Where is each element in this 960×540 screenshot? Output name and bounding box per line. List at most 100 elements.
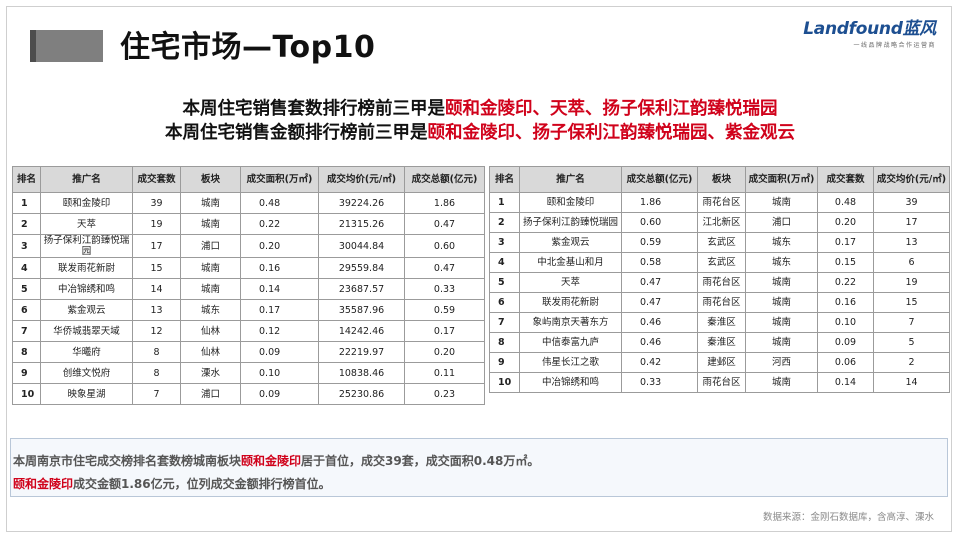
column-header: 成交面积(万㎡) (745, 166, 818, 193)
table-cell: 0.60 (621, 212, 698, 233)
table-cell: 城南 (745, 332, 818, 353)
summary-amount-suffix: 成交金额1.86亿元，位列成交金额排行榜首位。 (73, 477, 331, 491)
column-header: 成交套数 (132, 166, 181, 193)
table-cell: 1 (12, 192, 41, 214)
table-cell: 8 (12, 341, 41, 363)
table-cell: 城南 (745, 272, 818, 293)
table-row: 8 中信泰富九庐 0.46 秦淮区 城南 0.09 5 (489, 332, 950, 353)
table-cell: 0.09 (240, 383, 319, 405)
table-cell: 13 (132, 299, 181, 321)
table-cell: 8 (132, 362, 181, 384)
table-cell: 2 (873, 352, 950, 373)
table-row: 7 华侨城翡翠天域 12 仙林 0.12 14242.46 0.17 (12, 320, 485, 342)
table-row: 5 天萃 0.47 雨花台区 城南 0.22 19 (489, 272, 950, 293)
table-cell: 19 (132, 213, 181, 235)
table-cell: 0.47 (404, 257, 485, 279)
table-cell: 2 (12, 213, 41, 235)
table-cell: 0.17 (817, 232, 874, 253)
table-cell: 中冶锦绣和鸣 (519, 372, 622, 393)
table-row: 6 紫金观云 13 城东 0.17 35587.96 0.59 (12, 299, 485, 321)
table-cell: 创维文悦府 (40, 362, 133, 384)
table-cell: 城东 (745, 252, 818, 273)
column-header: 成交均价(元/㎡) (873, 166, 950, 193)
brand-name: Landfound蓝风 (803, 19, 936, 39)
table-cell: 溧水 (180, 362, 241, 384)
table-cell: 河西 (745, 352, 818, 373)
table-cell: 23687.57 (318, 278, 405, 300)
table-cell: 7 (132, 383, 181, 405)
table-cell: 17 (132, 234, 181, 258)
table-cell: 0.46 (621, 312, 698, 333)
table-cell: 4 (489, 252, 520, 273)
table-cell: 15 (873, 292, 950, 313)
summary-amount-project: 颐和金陵印 (13, 477, 74, 491)
table-cell: 30044.84 (318, 234, 405, 258)
column-header: 推广名 (40, 166, 133, 193)
table-cell: 0.20 (404, 341, 485, 363)
table-cell: 10 (12, 383, 41, 405)
table-cell: 0.42 (621, 352, 698, 373)
table-row: 1 颐和金陵印 39 城南 0.48 39224.26 1.86 (12, 192, 485, 214)
table-cell: 22219.97 (318, 341, 405, 363)
table-cell: 中冶锦绣和鸣 (40, 278, 133, 300)
table-cell: 4 (12, 257, 41, 279)
table-cell: 21315.26 (318, 213, 405, 235)
headline-units-prefix: 本周住宅销售套数排行榜前三甲是 (182, 99, 446, 119)
table-row: 1 颐和金陵印 1.86 雨花台区 城南 0.48 39 (489, 192, 950, 213)
table-cell: 雨花台区 (697, 292, 746, 313)
table-cell: 10 (489, 372, 520, 393)
table-cell: 0.17 (240, 299, 319, 321)
table-cell: 29559.84 (318, 257, 405, 279)
summary-box (10, 438, 948, 497)
table-row: 3 紫金观云 0.59 玄武区 城东 0.17 13 (489, 232, 950, 253)
table-cell: 19 (873, 272, 950, 293)
table-cell: 颐和金陵印 (40, 192, 133, 214)
table-cell: 14 (873, 372, 950, 393)
table-cell: 5 (12, 278, 41, 300)
table-cell: 城南 (180, 257, 241, 279)
table-cell: 1.86 (621, 192, 698, 213)
table-cell: 中信泰富九庐 (519, 332, 622, 353)
table-cell: 0.15 (817, 252, 874, 273)
column-header: 成交总额(亿元) (621, 166, 698, 193)
table-cell: 0.14 (240, 278, 319, 300)
table-cell: 7 (489, 312, 520, 333)
table-cell: 中北金基山和月 (519, 252, 622, 273)
table-cell: 映象星湖 (40, 383, 133, 405)
table-cell: 0.59 (404, 299, 485, 321)
table-cell: 6 (12, 299, 41, 321)
table-cell: 7 (873, 312, 950, 333)
table-cell: 0.09 (240, 341, 319, 363)
table-cell: 14242.46 (318, 320, 405, 342)
table-cell: 10838.46 (318, 362, 405, 384)
table-cell: 0.22 (240, 213, 319, 235)
table-cell: 仙林 (180, 320, 241, 342)
table-cell: 0.23 (404, 383, 485, 405)
table-cell: 0.59 (621, 232, 698, 253)
table-cell: 城南 (180, 278, 241, 300)
table-row: 8 华曦府 8 仙林 0.09 22219.97 0.20 (12, 341, 485, 363)
title-decoration-accent (30, 30, 36, 62)
summary-units-suffix: 居于首位，成交39套，成交面积0.48万㎡。 (301, 454, 540, 468)
table-row: 7 象屿南京天著东方 0.46 秦淮区 城南 0.10 7 (489, 312, 950, 333)
summary-units-prefix: 本周南京市住宅成交榜排名套数榜城南板块 (13, 454, 242, 468)
table-cell: 0.33 (621, 372, 698, 393)
table-cell: 25230.86 (318, 383, 405, 405)
column-header: 板块 (697, 166, 746, 193)
table-cell: 6 (489, 292, 520, 313)
table-cell: 0.09 (817, 332, 874, 353)
table-cell: 城东 (745, 232, 818, 253)
table-cell: 天萃 (519, 272, 622, 293)
units-ranking-table: 排名 推广名 成交套数 板块 成交面积(万㎡) 成交均价(元/㎡) 成交总额(亿元) 1 颐和… (12, 166, 485, 405)
table-cell: 江北新区 (697, 212, 746, 233)
table-row: 4 联发雨花新尉 15 城南 0.16 29559.84 0.47 (12, 257, 485, 279)
table-cell: 8 (489, 332, 520, 353)
table-row: 9 伟星长江之歌 0.42 建邺区 河西 0.06 2 (489, 352, 950, 373)
table-cell: 城东 (180, 299, 241, 321)
column-header: 成交面积(万㎡) (240, 166, 319, 193)
headline-units-ranking: 本周住宅销售套数排行榜前三甲是颐和金陵印、天萃、扬子保利江韵臻悦瑞园 (0, 95, 960, 120)
table-cell: 0.58 (621, 252, 698, 273)
table-cell: 联发雨花新尉 (40, 257, 133, 279)
table-cell: 0.16 (240, 257, 319, 279)
column-header: 成交均价(元/㎡) (318, 166, 405, 193)
